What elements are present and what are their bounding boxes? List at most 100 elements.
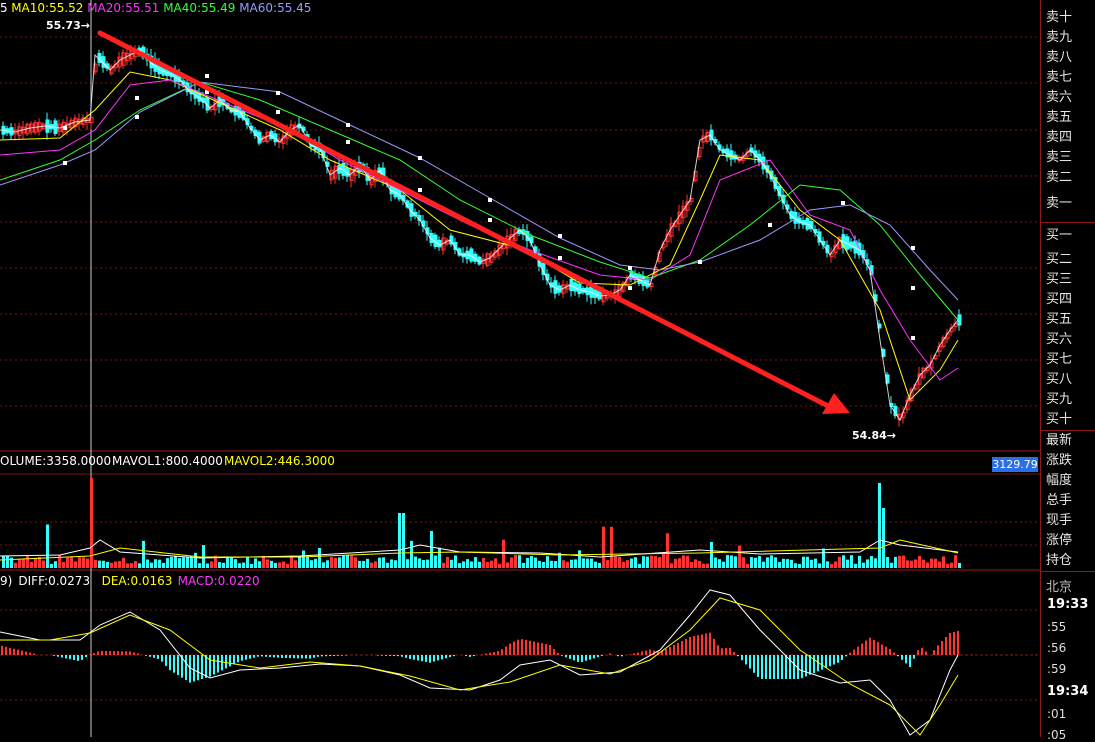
tick-time-label: :56 (1047, 641, 1067, 655)
volume-bar (190, 556, 193, 568)
volume-bar (82, 557, 85, 568)
volume-bar (622, 561, 625, 568)
ma-legend-item: MA20:55.51 (87, 1, 159, 15)
volume-bar (606, 560, 609, 568)
diff-line (0, 589, 959, 736)
macd-legend-item: DIFF:0.0273 (18, 574, 90, 588)
stat-label: 总手 (1046, 493, 1073, 508)
ma-marker-dot (488, 218, 492, 222)
volume-bar (126, 563, 129, 568)
volume-bar (314, 558, 317, 568)
volume-bar (278, 562, 281, 568)
ma-marker-dot (205, 74, 209, 78)
volume-bar (906, 560, 909, 568)
ma-marker-dot (346, 123, 350, 127)
volume-bar (346, 555, 349, 568)
volume-bar (226, 556, 229, 568)
volume-bar (42, 560, 45, 568)
volume-bar (462, 561, 465, 568)
volume-bar (846, 559, 849, 568)
ma-marker-dot (488, 198, 492, 202)
volume-bar (318, 547, 321, 568)
sell-level-label: 卖十 (1046, 10, 1073, 25)
volume-bar (602, 526, 605, 568)
volume-bar (706, 563, 709, 568)
volume-bar (130, 563, 133, 568)
stock-chart[interactable]: 5 MA10:55.52 MA20:55.51 MA40:55.49 MA60:55.4… (0, 0, 1040, 737)
volume-bar (74, 561, 77, 568)
ma-legend-item: 5 (0, 1, 8, 15)
volume-bar (810, 559, 813, 568)
volume-bar (454, 555, 457, 568)
trend-arrow-head (822, 393, 850, 414)
buy-level-label: 买八 (1046, 372, 1073, 387)
volume-bar (306, 556, 309, 568)
volume-bar (570, 559, 573, 568)
volume-bar (186, 557, 189, 568)
volume-bar (614, 556, 617, 568)
ma-marker-dot (558, 256, 562, 260)
volume-bar (930, 558, 933, 568)
macd-lines (0, 589, 959, 736)
volume-bar (674, 558, 677, 568)
ma-marker-dot (698, 260, 702, 264)
volume-bar (838, 556, 841, 568)
volume-bar (782, 558, 785, 568)
volume-bar (14, 562, 17, 568)
volume-bar (50, 563, 53, 568)
volume-bar (466, 559, 469, 568)
volume-bar (274, 562, 277, 568)
volume-bar (678, 558, 681, 568)
volume-bar (38, 556, 41, 568)
volume-bar (786, 559, 789, 568)
candle-body (957, 314, 962, 326)
volume-bar (286, 563, 289, 568)
volume-bar (350, 555, 353, 568)
volume-bar (766, 557, 769, 568)
buy-level-label: 买六 (1046, 332, 1073, 347)
volume-bar (798, 563, 801, 568)
macd-histogram (1, 631, 959, 683)
volume-bar (402, 513, 405, 568)
volume-bar (818, 563, 821, 568)
volume-bar (62, 562, 65, 568)
volume-bar (718, 559, 721, 568)
ma-marker-dot (418, 188, 422, 192)
volume-bar (294, 560, 297, 568)
volume-bar (562, 560, 565, 568)
volume-bar (398, 513, 401, 568)
volume-bar (642, 556, 645, 568)
volume-bar (406, 559, 409, 568)
volume-bar (862, 562, 865, 568)
volume-bar (2, 555, 5, 568)
macd-legend-item: MACD:0.0220 (178, 574, 260, 588)
volume-bar (634, 557, 637, 568)
volume-bar (394, 560, 397, 568)
volume-bar (330, 557, 333, 568)
volume-bar (594, 561, 597, 568)
volume-bar (138, 563, 141, 568)
panel-separator (1041, 222, 1095, 223)
volume-bar (326, 560, 329, 568)
volume-bar (54, 561, 57, 568)
volume-bar (182, 557, 185, 568)
volume-bar (118, 560, 121, 568)
sell-level-label: 卖二 (1046, 170, 1073, 185)
macd-legend-item: DEA:0.0163 (102, 574, 173, 588)
volume-bar (574, 559, 577, 568)
ma-marker-dot (63, 161, 67, 165)
volume-bar (234, 559, 237, 568)
trend-arrow-shaft (97, 30, 833, 410)
volume-bar (266, 559, 269, 568)
volume-bar (166, 558, 169, 568)
volume-bar (946, 563, 949, 568)
volume-bar (426, 559, 429, 568)
volume-bar (902, 555, 905, 568)
ma-marker-dot (768, 223, 772, 227)
high-price-label: 55.73→ (46, 19, 90, 32)
volume-bar (582, 558, 585, 568)
volume-bar (366, 558, 369, 568)
volume-bar (710, 541, 713, 568)
volume-bar (758, 556, 761, 568)
sell-level-label: 卖八 (1046, 50, 1073, 65)
